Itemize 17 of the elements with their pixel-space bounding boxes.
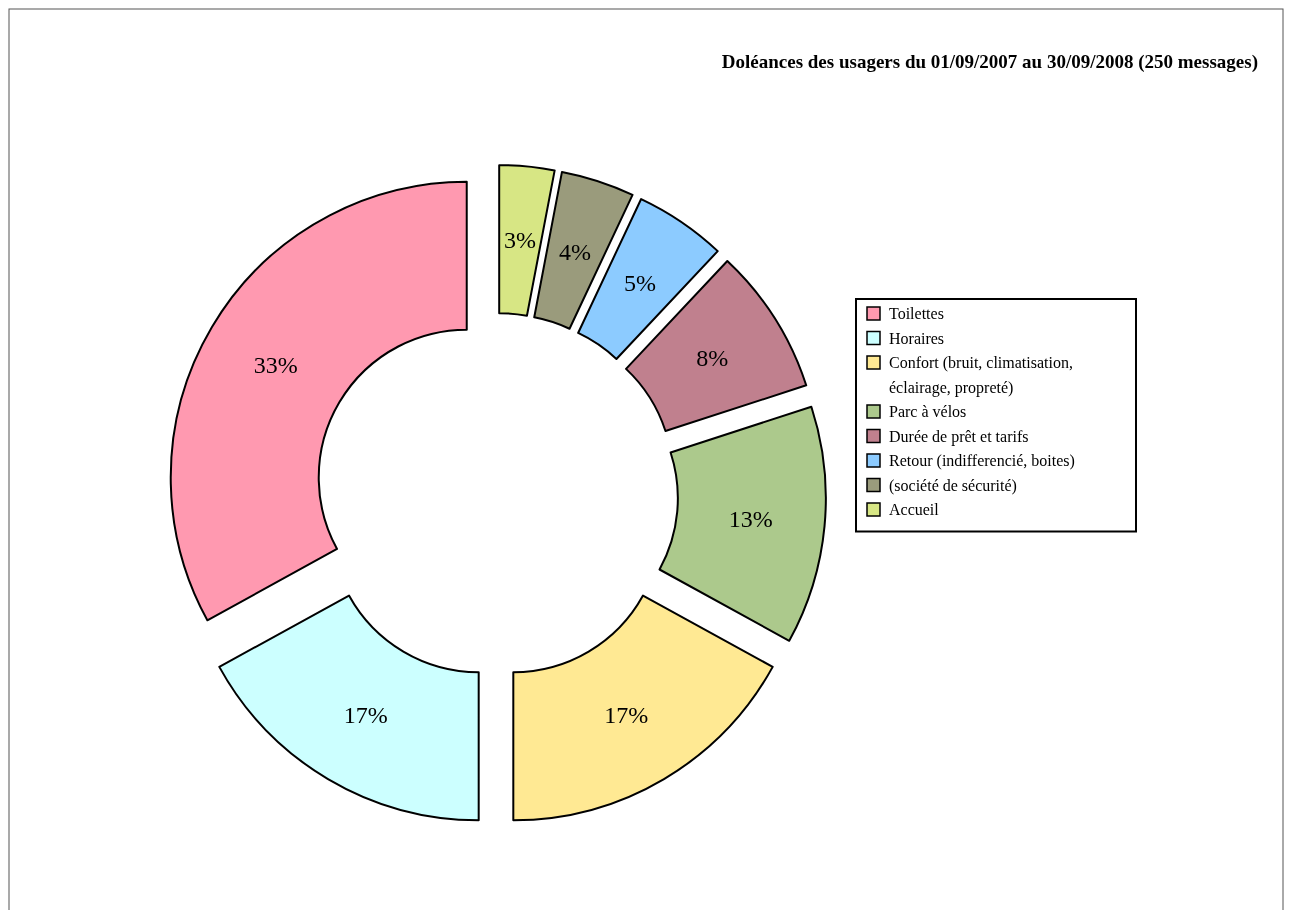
legend-label: Durée de prêt et tarifs [889,427,1029,446]
legend-label: Toilettes [889,305,944,322]
legend-label: Retour (indifferencié, boites) [889,452,1075,470]
data-label: 33% [253,351,298,378]
legend-label: Confort (bruit, climatisation, éclairage, propreté) [889,354,1073,397]
data-label: 4% [559,238,592,265]
data-label: 3% [504,227,537,254]
data-label: 13% [728,506,773,533]
legend-label: Parc à vélos [889,403,967,420]
data-label: 5% [623,270,656,297]
data-label: 17% [604,702,649,729]
chart-title: Doléances des usagers du 01/09/2007 au 30/09/2008 (250 messages) [721,51,1258,73]
legend-label: (société de sécurité) [889,476,1017,495]
legend-label: Horaires [889,329,945,347]
legend-label: Accueil [889,501,940,518]
data-label: 8% [696,344,729,371]
data-label: 17% [343,702,388,729]
